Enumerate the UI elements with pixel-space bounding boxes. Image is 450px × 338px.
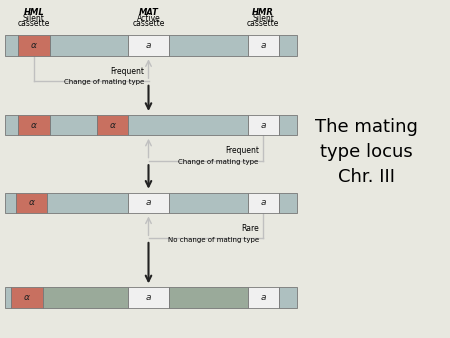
Bar	[18, 115, 50, 135]
Bar	[47, 193, 128, 213]
Text: cassette: cassette	[247, 19, 279, 28]
Bar	[279, 35, 297, 56]
Bar	[248, 193, 279, 213]
Bar	[169, 193, 248, 213]
Bar	[11, 287, 43, 308]
Text: cassette: cassette	[18, 19, 50, 28]
Text: α: α	[31, 41, 37, 50]
Text: Change of mating type: Change of mating type	[64, 79, 144, 86]
Text: No change of mating type: No change of mating type	[167, 237, 259, 243]
Bar	[4, 287, 11, 308]
Bar	[279, 287, 297, 308]
Text: Rare: Rare	[241, 224, 259, 233]
Bar	[97, 115, 128, 135]
Bar	[279, 115, 297, 135]
Text: α: α	[28, 198, 35, 207]
Bar	[50, 115, 97, 135]
Text: α: α	[31, 121, 37, 129]
Text: cassette: cassette	[132, 19, 165, 28]
Text: a: a	[261, 198, 266, 207]
Bar	[279, 193, 297, 213]
Text: The mating
type locus
Chr. III: The mating type locus Chr. III	[315, 118, 418, 186]
Text: a: a	[261, 121, 266, 129]
Bar	[248, 287, 279, 308]
Bar	[248, 115, 279, 135]
Text: a: a	[261, 293, 266, 302]
Text: Silent: Silent	[23, 14, 45, 23]
Text: a: a	[146, 198, 151, 207]
Bar	[50, 35, 128, 56]
Text: α: α	[24, 293, 30, 302]
Text: Silent: Silent	[252, 14, 274, 23]
Text: Change of mating type: Change of mating type	[179, 159, 259, 165]
Bar	[128, 193, 169, 213]
Bar	[16, 193, 47, 213]
Bar	[128, 287, 169, 308]
Text: MAT: MAT	[139, 8, 158, 18]
Bar	[43, 287, 128, 308]
Bar	[4, 115, 18, 135]
Bar	[128, 35, 169, 56]
Text: Frequent: Frequent	[225, 146, 259, 155]
Text: Active: Active	[137, 14, 160, 23]
Text: Frequent: Frequent	[110, 67, 144, 76]
Bar	[128, 115, 248, 135]
Bar	[4, 193, 16, 213]
Bar	[18, 35, 50, 56]
Text: a: a	[146, 293, 151, 302]
Text: a: a	[261, 41, 266, 50]
Bar	[169, 35, 248, 56]
Text: α: α	[109, 121, 116, 129]
Bar	[169, 287, 248, 308]
Bar	[248, 35, 279, 56]
Bar	[4, 35, 18, 56]
Text: HMR: HMR	[252, 8, 274, 18]
Text: HML: HML	[23, 8, 44, 18]
Text: a: a	[146, 41, 151, 50]
